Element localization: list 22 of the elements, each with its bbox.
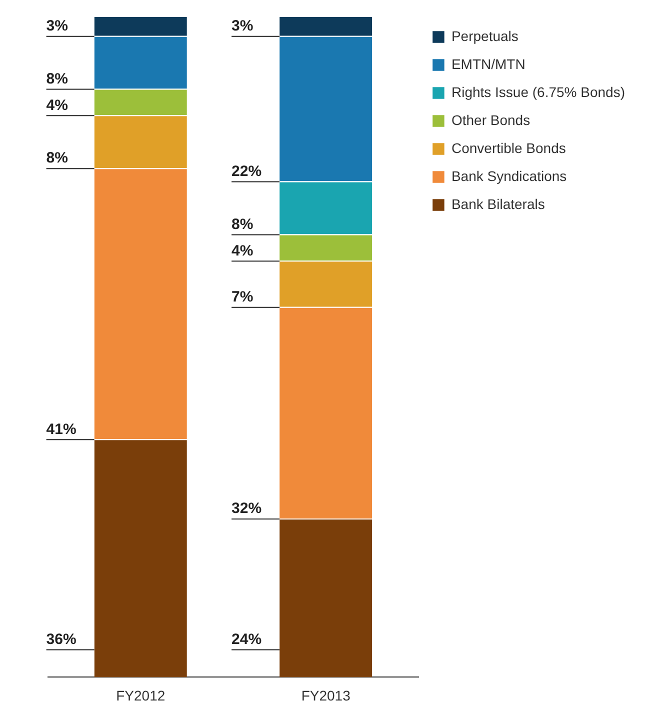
legend-label: Other Bonds [451, 112, 530, 128]
data-label: 8% [232, 216, 254, 233]
legend-label: Perpetuals [451, 28, 518, 44]
data-label: 41% [46, 420, 76, 438]
x-tick-label: FY2013 [301, 687, 351, 704]
data-label: 4% [46, 96, 68, 114]
data-label: 32% [232, 500, 262, 518]
data-label: 3% [46, 17, 68, 34]
data-label: 24% [232, 630, 262, 648]
legend-label: Bank Syndications [451, 168, 567, 184]
legend-label: Rights Issue (6.75% Bonds) [451, 84, 625, 100]
x-tick-label: FY2012 [116, 687, 166, 704]
data-label: 4% [232, 242, 254, 260]
data-label: 8% [46, 70, 68, 88]
legend-label: Convertible Bonds [451, 140, 566, 156]
data-label: 7% [232, 288, 254, 306]
data-label: 8% [46, 150, 68, 167]
legend-label: Bank Bilaterals [451, 196, 545, 212]
data-label: 3% [232, 17, 254, 34]
data-label: 36% [46, 630, 76, 648]
data-label: 22% [232, 162, 262, 180]
legend-label: EMTN/MTN [451, 56, 526, 72]
